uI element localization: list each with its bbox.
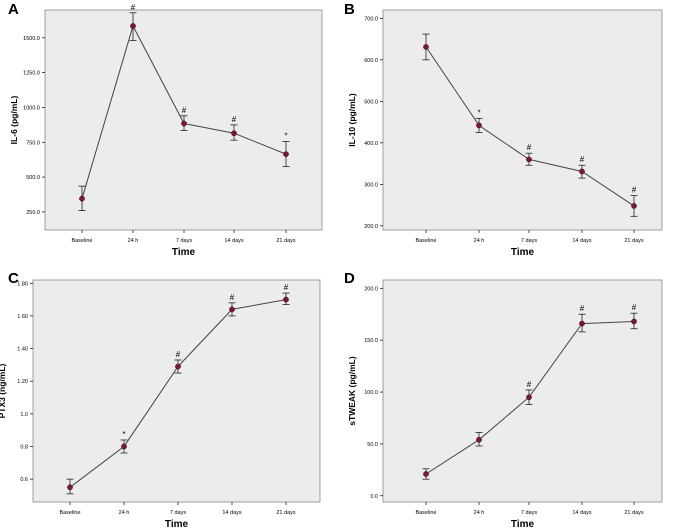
significance-marker: # bbox=[632, 303, 637, 312]
x-tick-label: 14 days bbox=[222, 510, 242, 516]
x-tick-label: 14 days bbox=[572, 510, 592, 516]
x-tick-label: Baseline bbox=[415, 238, 436, 244]
significance-marker: # bbox=[131, 3, 136, 12]
y-tick-label: 500.0 bbox=[364, 99, 378, 105]
data-point bbox=[579, 320, 585, 327]
significance-marker: * bbox=[477, 108, 480, 117]
data-point bbox=[526, 394, 532, 401]
data-point bbox=[283, 151, 289, 157]
data-point bbox=[283, 296, 289, 303]
y-axis-label: IL-6 (pg/mL) bbox=[9, 96, 19, 145]
y-tick-label: 600.0 bbox=[364, 58, 378, 64]
y-axis-label: sTWEAK (pg/mL) bbox=[347, 356, 357, 426]
y-tick-label: 200.0 bbox=[364, 286, 378, 292]
panel-b: B 200.0 300.0 400.0 500.0 600.0 700.0 Baseline 2… bbox=[344, 1, 663, 258]
data-point bbox=[181, 120, 187, 127]
x-tick-label: 24 h bbox=[474, 510, 485, 516]
y-axis-label: IL-10 (pg/mL) bbox=[347, 93, 357, 147]
x-tick-label: Baseline bbox=[415, 510, 436, 516]
significance-marker: * bbox=[284, 132, 287, 141]
y-tick-label: 700.0 bbox=[364, 16, 378, 22]
data-point bbox=[631, 318, 637, 325]
x-tick-label: 14 days bbox=[572, 238, 592, 244]
significance-marker: # bbox=[176, 350, 181, 359]
x-tick-label: 21 days bbox=[276, 238, 296, 244]
panel-letter: A bbox=[8, 1, 19, 18]
plot-area bbox=[32, 279, 321, 503]
x-tick-label: 7 days bbox=[521, 238, 537, 244]
panel-letter: C bbox=[8, 270, 19, 287]
y-tick-label: 1000.0 bbox=[23, 105, 40, 111]
y-tick-label: 300.0 bbox=[364, 182, 378, 188]
x-tick-label: 21 days bbox=[624, 510, 644, 516]
x-tick-label: Baseline bbox=[71, 238, 92, 244]
x-axis-label: Time bbox=[511, 247, 535, 258]
significance-marker: # bbox=[527, 143, 532, 152]
significance-marker: * bbox=[122, 430, 125, 439]
significance-marker: # bbox=[232, 115, 237, 124]
y-tick-label: 0.0 bbox=[370, 494, 378, 500]
data-point bbox=[67, 484, 73, 491]
data-point bbox=[423, 44, 429, 50]
significance-marker: # bbox=[580, 155, 585, 164]
x-tick-label: 21 days bbox=[276, 510, 296, 516]
significance-marker: # bbox=[632, 186, 637, 195]
y-tick-label: 150.0 bbox=[364, 338, 378, 344]
significance-marker: # bbox=[580, 304, 585, 313]
y-tick-label: 1500.0 bbox=[23, 36, 40, 42]
significance-marker: # bbox=[230, 293, 235, 302]
x-tick-label: 7 days bbox=[170, 510, 186, 516]
data-point bbox=[579, 168, 585, 175]
data-point bbox=[231, 130, 237, 137]
panel-c: C 0.6 0.8 1.0 1.20 1.40 1.60 1.80 Baseline 24 h 7 … bbox=[0, 270, 321, 528]
data-point bbox=[229, 306, 235, 313]
x-tick-label: 24 h bbox=[128, 238, 139, 244]
y-tick-label: 100.0 bbox=[364, 390, 378, 396]
plot-area bbox=[44, 9, 323, 231]
y-tick-label: 1.40 bbox=[17, 347, 28, 353]
y-tick-label: 200.0 bbox=[364, 224, 378, 230]
y-tick-label: 250.0 bbox=[26, 210, 40, 216]
data-point bbox=[631, 203, 637, 209]
x-tick-label: 21 days bbox=[624, 238, 644, 244]
y-tick-label: 50.0 bbox=[367, 442, 378, 448]
y-tick-label: 1250.0 bbox=[23, 71, 40, 77]
y-tick-label: 1.0 bbox=[20, 412, 28, 418]
significance-marker: # bbox=[182, 106, 187, 115]
x-tick-label: 24 h bbox=[119, 510, 130, 516]
y-tick-label: 500.0 bbox=[26, 175, 40, 181]
x-tick-label: 7 days bbox=[521, 510, 537, 516]
x-tick-label: 7 days bbox=[176, 238, 192, 244]
significance-marker: # bbox=[527, 380, 532, 389]
y-tick-label: 0.8 bbox=[20, 445, 28, 451]
x-tick-label: 24 h bbox=[474, 238, 485, 244]
data-point bbox=[423, 471, 429, 477]
y-tick-label: 1.20 bbox=[17, 379, 28, 385]
panel-letter: B bbox=[344, 1, 355, 18]
x-axis-label: Time bbox=[172, 247, 196, 258]
data-point bbox=[175, 363, 181, 370]
y-tick-label: 400.0 bbox=[364, 141, 378, 147]
x-tick-label: Baseline bbox=[59, 510, 80, 516]
data-point bbox=[79, 195, 85, 202]
significance-marker: # bbox=[284, 283, 289, 292]
x-axis-label: Time bbox=[165, 519, 189, 528]
y-axis-label: PTX3 (ng/mL) bbox=[0, 363, 7, 418]
y-tick-label: 0.6 bbox=[20, 477, 28, 483]
y-tick-label: 750.0 bbox=[26, 140, 40, 146]
plot-area bbox=[382, 279, 663, 503]
data-point bbox=[121, 443, 127, 450]
x-axis-label: Time bbox=[511, 519, 535, 528]
x-tick-label: 14 days bbox=[224, 238, 244, 244]
data-point bbox=[130, 23, 136, 29]
data-point bbox=[476, 436, 482, 443]
y-tick-label: 1.60 bbox=[17, 314, 28, 320]
data-point bbox=[526, 156, 532, 163]
panel-letter: D bbox=[344, 270, 355, 287]
y-tick-label: 1.80 bbox=[17, 281, 28, 287]
panel-d: D 0.0 50.0 100.0 150.0 200.0 Baseline 24 h 7 day… bbox=[344, 270, 663, 528]
data-point bbox=[476, 122, 482, 129]
panel-a: A 250.0 500.0 750.0 1000.0 1250.0 1500.0 Baseli… bbox=[8, 1, 323, 258]
